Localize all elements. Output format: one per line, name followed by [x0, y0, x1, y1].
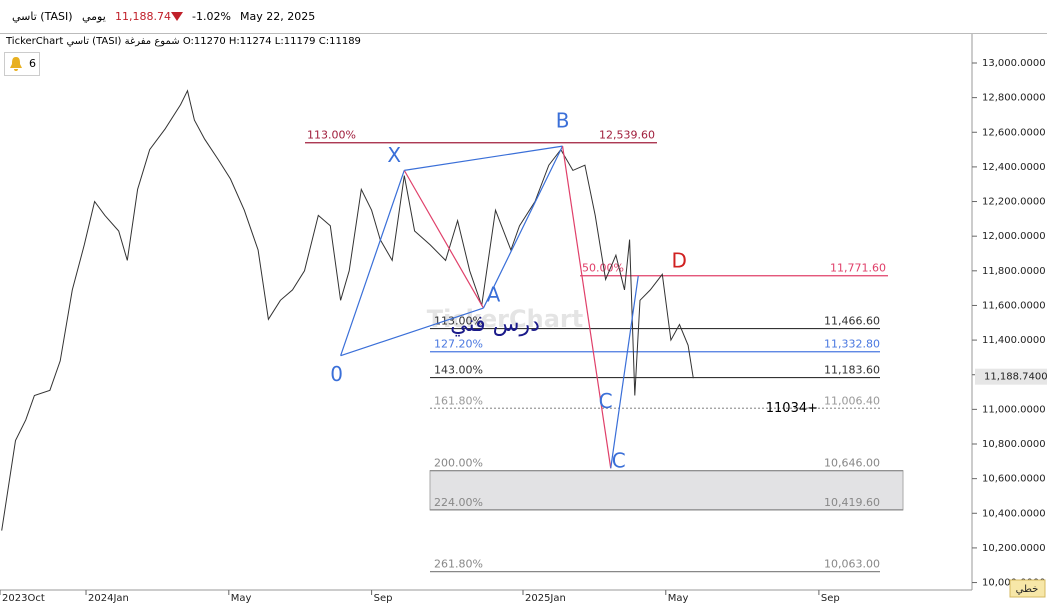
open: O:11270: [182, 36, 226, 47]
pattern-label: B: [556, 109, 570, 133]
y-tick-label: 11,600.0000: [982, 300, 1046, 311]
y-tick-label: 11,400.0000: [982, 335, 1046, 346]
last-price: 11,188.74: [115, 10, 171, 23]
pattern-leg: [561, 146, 612, 469]
fib-percent: 261.80%: [434, 558, 483, 571]
y-tick-label: 12,800.0000: [982, 93, 1046, 104]
alert-count: 6: [29, 57, 36, 70]
y-tick-label: 10,800.0000: [982, 439, 1046, 450]
fib-percent: 127.20%: [434, 338, 483, 351]
y-tick-label: 12,200.0000: [982, 197, 1046, 208]
y-tick-label: 10,600.0000: [982, 474, 1046, 485]
pattern-leg: [340, 170, 405, 356]
pattern-leg: [340, 307, 484, 357]
fib-price: 10,646.00: [824, 457, 880, 470]
fib-price: 11,183.60: [824, 364, 880, 377]
info-symbol: تاسي (TASI): [66, 36, 122, 47]
high: H:11274: [228, 36, 272, 47]
pattern-label: C: [612, 449, 626, 473]
fib-percent: 200.00%: [434, 457, 483, 470]
pattern-label: A: [487, 283, 501, 307]
fib-price: 10,063.00: [824, 558, 880, 571]
fib-percent: 143.00%: [434, 364, 483, 377]
target-note: 11034+: [766, 401, 818, 416]
pattern-label: 0: [330, 362, 343, 386]
fib-price: 12,539.60: [599, 129, 655, 142]
fib-percent: 113.00%: [307, 129, 356, 142]
down-arrow: [171, 12, 183, 21]
x-tick-label: May: [668, 593, 689, 604]
y-tick-label: 11,800.0000: [982, 266, 1046, 277]
pattern-leg: [403, 170, 484, 309]
y-tick-label: 12,600.0000: [982, 127, 1046, 138]
symbol: تاسي (TASI): [12, 10, 73, 23]
info-line: TickerChart تاسي (TASI) شموع مفرغة O:112…: [6, 36, 361, 47]
x-tick-label: 2025Jan: [525, 593, 566, 604]
source: TickerChart: [6, 36, 64, 47]
pattern-leg: [404, 145, 563, 171]
overlay-text: درس فني: [450, 312, 540, 337]
y-tick-label: 12,000.0000: [982, 231, 1046, 242]
fib-percent: 50.00%: [582, 262, 624, 275]
scale-mode-box: [1009, 579, 1046, 598]
low: L:11179: [274, 36, 316, 47]
pattern-leg: [610, 275, 639, 469]
fib-price: 11,466.60: [824, 315, 880, 328]
price-tag-label: 11,188.7400: [984, 372, 1047, 383]
bell-icon: [10, 57, 22, 71]
y-tick-label: 13,000.0000: [982, 58, 1046, 69]
fib-price: 11,332.80: [824, 338, 880, 351]
fib-price: 11,771.60: [830, 262, 886, 275]
fib-percent: 224.00%: [434, 496, 483, 509]
date: May 22, 2025: [240, 10, 316, 23]
price-line: [1, 89, 694, 531]
x-tick-label: May: [231, 593, 252, 604]
x-tick-label: Sep: [821, 593, 840, 604]
change: -1.02%: [192, 10, 231, 23]
period: يومي: [82, 10, 106, 23]
pattern-leg: [482, 145, 564, 309]
alerts-button[interactable]: 6: [4, 52, 40, 76]
fib-percent: 161.80%: [434, 394, 483, 407]
y-tick-label: 10,400.0000: [982, 508, 1046, 519]
close: C:11189: [318, 36, 361, 47]
style: شموع مفرغة: [124, 36, 180, 47]
fib-price: 10,419.60: [824, 496, 880, 509]
fib-percent: 113.00%: [434, 315, 483, 328]
x-tick-label: 2024Jan: [88, 593, 129, 604]
pattern-label: C: [599, 389, 613, 413]
price-tag: [975, 368, 1047, 385]
y-tick-label: 11,000.0000: [982, 404, 1046, 415]
x-tick-label: Sep: [374, 593, 393, 604]
y-tick-label: 12,400.0000: [982, 162, 1046, 173]
pattern-label: D: [672, 249, 687, 273]
pattern-label: X: [387, 143, 401, 167]
y-tick-label: 10,200.0000: [982, 543, 1046, 554]
header: تاسي (TASI) يومي 11,188.74 -1.02% May 22…: [0, 0, 1047, 34]
scale-mode[interactable]: خطي: [1016, 584, 1039, 595]
x-tick-label: 2023Oct: [2, 593, 45, 604]
fib-price: 11,006.40: [824, 394, 880, 407]
